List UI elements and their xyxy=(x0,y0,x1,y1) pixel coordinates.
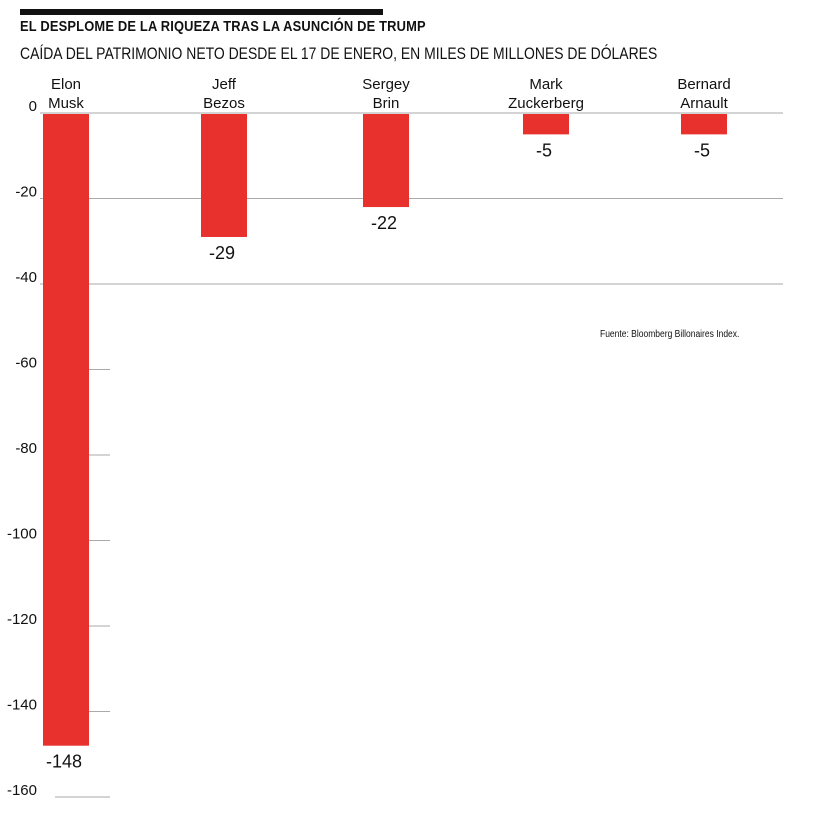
category-label-line: Mark xyxy=(529,76,563,93)
category-label: Sergey Brin xyxy=(362,76,410,112)
bar xyxy=(43,114,89,746)
category-label: Bernard Arnault xyxy=(677,76,730,112)
title-rule xyxy=(20,9,383,15)
bar xyxy=(523,114,569,135)
category-label-line: Sergey xyxy=(362,76,410,93)
y-tick-label: -160 xyxy=(7,782,37,799)
y-tick-label: 0 xyxy=(29,98,37,115)
value-label: -22 xyxy=(371,213,397,233)
y-tick-label: -120 xyxy=(7,611,37,628)
source-note: Fuente: Bloomberg Billonaires Index. xyxy=(600,329,740,340)
value-label: -5 xyxy=(694,140,710,160)
y-tick-label: -140 xyxy=(7,697,37,714)
category-label-line: Zuckerberg xyxy=(508,95,584,112)
category-label-line: Elon xyxy=(51,76,81,93)
value-label: -5 xyxy=(536,140,552,160)
y-tick-label: -100 xyxy=(7,526,37,543)
bar xyxy=(681,114,727,135)
y-tick-label: -60 xyxy=(15,355,37,372)
category-label-line: Bezos xyxy=(203,95,245,112)
category-label-line: Arnault xyxy=(680,95,728,112)
category-label-line: Bernard xyxy=(677,76,730,93)
y-tick-label: -40 xyxy=(15,269,37,286)
bar xyxy=(201,114,247,237)
category-label-line: Jeff xyxy=(212,76,237,93)
y-tick-label: -80 xyxy=(15,440,37,457)
y-tick-label: -20 xyxy=(15,184,37,201)
category-label-line: Musk xyxy=(48,95,84,112)
value-label: -29 xyxy=(209,243,235,263)
chart-subtitle: CAÍDA DEL PATRIMONIO NETO DESDE EL 17 DE… xyxy=(20,44,658,63)
chart-title: EL DESPLOME DE LA RIQUEZA TRAS LA ASUNCI… xyxy=(20,18,426,35)
bar xyxy=(363,114,409,208)
category-label: Mark Zuckerberg xyxy=(508,76,584,112)
category-label: Elon Musk xyxy=(48,76,84,112)
category-label-line: Brin xyxy=(373,95,400,112)
category-label: Jeff Bezos xyxy=(203,76,245,112)
value-label: -148 xyxy=(46,752,82,772)
